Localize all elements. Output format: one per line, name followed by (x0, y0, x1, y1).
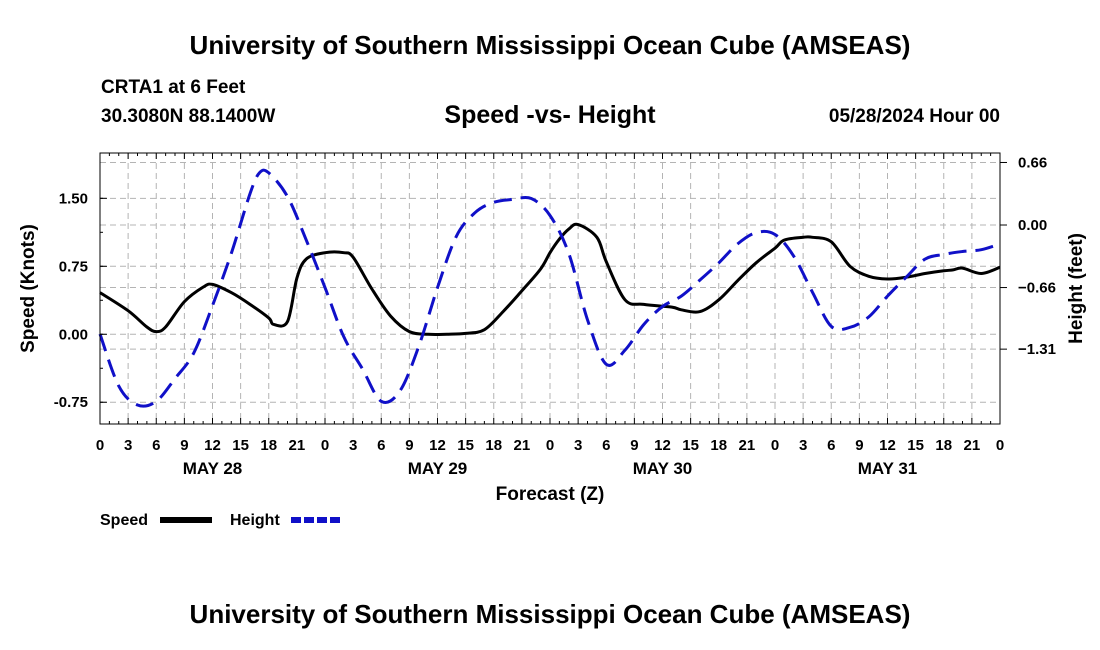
x-tick-label: 6 (152, 437, 160, 454)
x-tick-label: 9 (180, 437, 188, 454)
x-tick-label: 0 (996, 437, 1004, 454)
station-coordinates: 30.3080N 88.1400W (101, 106, 276, 127)
x-axis-label: Forecast (Z) (496, 484, 605, 505)
legend-label-speed: Speed (100, 512, 148, 529)
x-tick-label: 9 (630, 437, 638, 454)
x-tick-label: 15 (232, 437, 249, 454)
y-left-tick-label: 1.50 (59, 190, 88, 207)
x-tick-label: 6 (827, 437, 835, 454)
chart-subtitle: Speed -vs- Height (444, 101, 656, 129)
y-right-tick-label: 0.00 (1018, 217, 1047, 234)
x-tick-label: 18 (485, 437, 502, 454)
x-day-label: MAY 30 (633, 459, 693, 478)
x-day-label: MAY 29 (408, 459, 468, 478)
x-tick-label: 12 (204, 437, 221, 454)
y-left-tick-label: 0.75 (59, 258, 88, 275)
x-tick-label: 18 (935, 437, 952, 454)
axis-ticks: 0 3 6 9 12 15 18 21 0 3 6 9 12 15 18 21 0 3 6 9 12 15 18 21 0 3 6 9… (54, 153, 1056, 478)
x-tick-label: 12 (654, 437, 671, 454)
series-line-height (98, 168, 1001, 408)
x-tick-label: 0 (96, 437, 104, 454)
x-tick-label: 0 (771, 437, 779, 454)
x-tick-label: 12 (879, 437, 896, 454)
x-tick-label: 6 (602, 437, 610, 454)
x-tick-label: 21 (739, 437, 756, 454)
series-layer (98, 168, 1001, 408)
x-tick-label: 0 (546, 437, 554, 454)
y-left-tick-label: -0.75 (54, 394, 88, 411)
y-right-tick-label: −0.66 (1018, 280, 1056, 297)
x-tick-label: 6 (377, 437, 385, 454)
y-right-tick-label: −1.31 (1018, 341, 1056, 358)
x-tick-label: 18 (710, 437, 727, 454)
y-axis-label-left: Speed (Knots) (18, 224, 39, 353)
series-line-speed (99, 222, 1001, 337)
x-tick-label: 9 (405, 437, 413, 454)
station-label: CRTA1 at 6 Feet (101, 77, 246, 98)
x-tick-label: 21 (514, 437, 531, 454)
y-left-tick-label: 0.00 (59, 326, 88, 343)
x-tick-label: 21 (964, 437, 981, 454)
x-tick-label: 0 (321, 437, 329, 454)
grid (100, 153, 1000, 424)
x-tick-label: 15 (682, 437, 699, 454)
x-tick-label: 3 (574, 437, 582, 454)
x-tick-label: 3 (124, 437, 132, 454)
legend: Speed Height (100, 512, 342, 529)
forecast-datetime: 05/28/2024 Hour 00 (828, 106, 1000, 127)
x-tick-label: 15 (457, 437, 474, 454)
x-tick-label: 3 (799, 437, 807, 454)
x-day-label: MAY 28 (183, 459, 243, 478)
page-title: University of Southern Mississippi Ocean… (189, 30, 911, 60)
x-tick-label: 12 (429, 437, 446, 454)
x-tick-label: 15 (907, 437, 924, 454)
footer-title: University of Southern Mississippi Ocean… (189, 599, 911, 629)
y-axis-label-right: Height (feet) (1066, 233, 1087, 344)
y-right-tick-label: 0.66 (1018, 154, 1047, 171)
x-tick-label: 9 (855, 437, 863, 454)
x-day-label: MAY 31 (858, 459, 918, 478)
x-tick-label: 18 (260, 437, 277, 454)
x-tick-label: 21 (289, 437, 306, 454)
legend-label-height: Height (230, 512, 280, 529)
x-tick-label: 3 (349, 437, 357, 454)
